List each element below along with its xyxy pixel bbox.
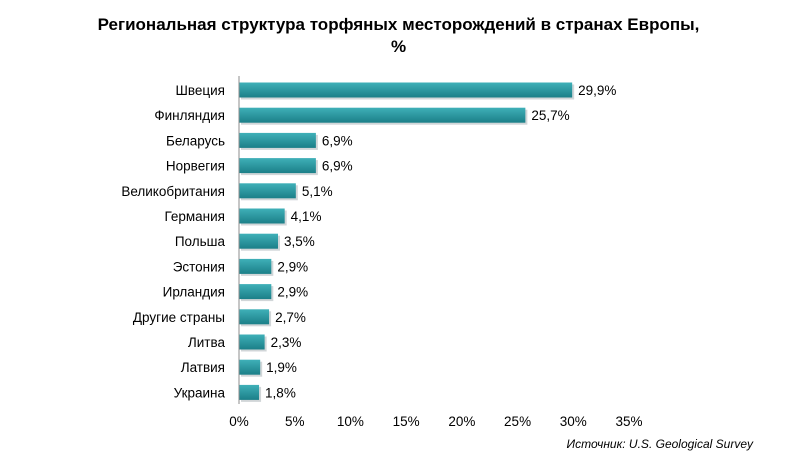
category-label: Литва [188, 335, 226, 350]
value-label: 1,8% [265, 385, 296, 400]
chart-title: Региональная структура торфяных месторож… [0, 14, 797, 58]
bar-9 [239, 284, 272, 300]
bar-7 [239, 233, 278, 249]
value-label: 25,7% [531, 108, 569, 123]
x-tick-label: 0% [229, 414, 249, 429]
x-tick-label: 30% [560, 414, 587, 429]
bar-1 [239, 82, 573, 98]
category-label: Норвегия [166, 159, 225, 174]
category-label: Швеция [176, 83, 226, 98]
value-label: 2,9% [277, 285, 308, 300]
x-tick-label: 10% [337, 414, 364, 429]
bar-11 [239, 334, 265, 350]
value-label: 29,9% [578, 83, 616, 98]
category-label: Польша [175, 234, 226, 249]
bar-2 [239, 107, 526, 123]
x-tick-label: 25% [504, 414, 531, 429]
value-label: 5,1% [302, 184, 333, 199]
x-tick-label: 35% [615, 414, 642, 429]
category-label: Другие страны [133, 310, 225, 325]
chart-title-line-1: Региональная структура торфяных месторож… [97, 15, 700, 34]
value-label: 2,9% [277, 259, 308, 274]
value-label: 1,9% [266, 360, 297, 375]
bar-12 [239, 359, 261, 375]
bar-10 [239, 309, 270, 325]
category-label: Германия [164, 209, 225, 224]
chart-source-note: Источник: U.S. Geological Survey [566, 437, 753, 451]
bar-13 [239, 384, 260, 400]
x-tick-label: 15% [393, 414, 420, 429]
x-tick-label: 5% [285, 414, 305, 429]
value-label: 4,1% [291, 209, 322, 224]
value-label: 2,3% [271, 335, 302, 350]
category-label: Латвия [181, 360, 225, 375]
bar-6 [239, 208, 285, 224]
bar-5 [239, 183, 296, 199]
category-label: Ирландия [163, 285, 225, 300]
category-label: Эстония [173, 259, 225, 274]
value-label: 2,7% [275, 310, 306, 325]
bar-8 [239, 258, 272, 274]
category-label: Беларусь [166, 133, 225, 148]
bars-layer [239, 82, 575, 402]
bar-3 [239, 132, 316, 148]
labels-layer: Швеция 29,9% Финляндия 25,7% Беларусь 6,9% Нор… [121, 83, 642, 429]
chart-title-line-2: % [390, 37, 407, 56]
value-label: 3,5% [284, 234, 315, 249]
bar-4 [239, 158, 316, 174]
x-tick-label: 20% [448, 414, 475, 429]
category-label: Великобритания [121, 184, 225, 199]
value-label: 6,9% [322, 133, 353, 148]
category-label: Финляндия [154, 108, 225, 123]
value-label: 6,9% [322, 159, 353, 174]
category-label: Украина [174, 385, 226, 400]
